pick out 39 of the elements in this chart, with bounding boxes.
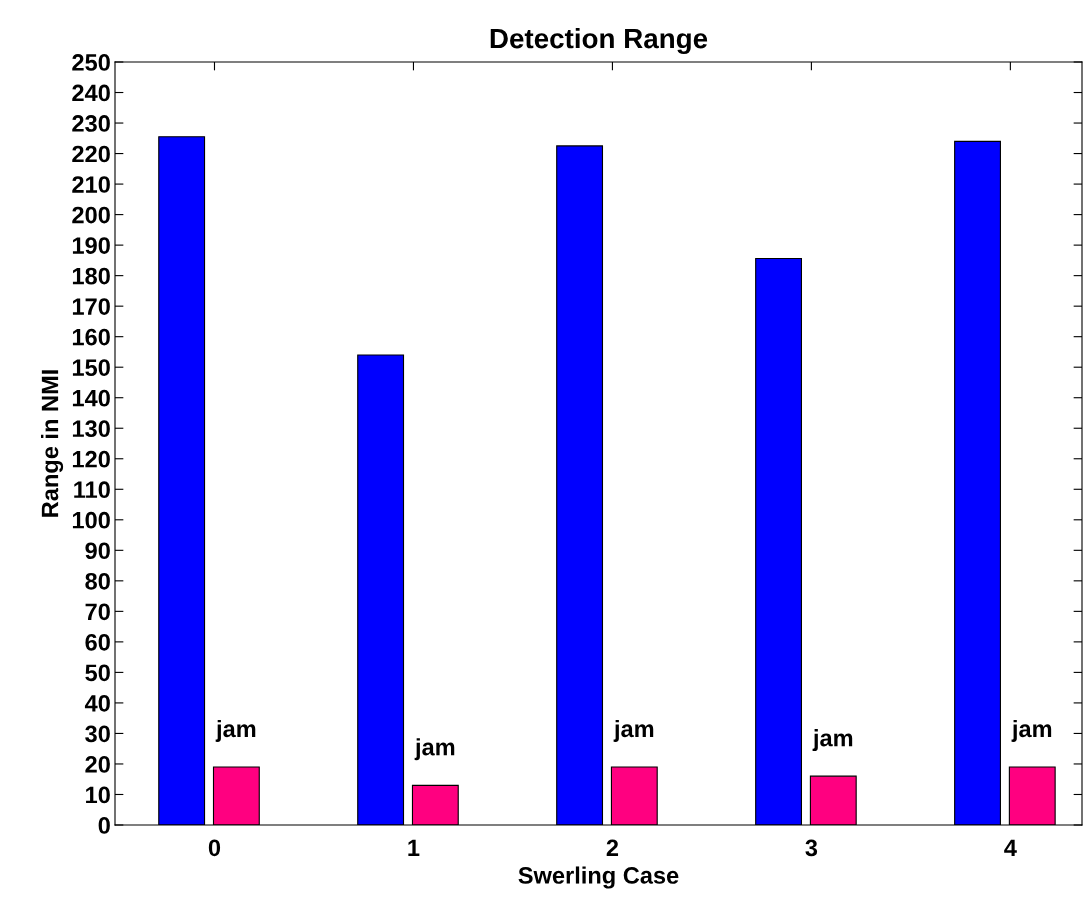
y-tick-label: 170 xyxy=(72,298,110,315)
y-axis-title: Range in NMI xyxy=(41,370,64,517)
y-tick-label: 60 xyxy=(85,633,110,651)
annotation: jam xyxy=(613,719,654,742)
y-tick-label: 10 xyxy=(86,786,110,804)
y-tick-label: 180 xyxy=(72,267,110,285)
annotation: jam xyxy=(414,738,455,761)
x-tick-label: 2 xyxy=(606,839,619,856)
y-tick-label: 120 xyxy=(72,450,110,468)
y-tick-label: 40 xyxy=(84,694,110,712)
annotation: jam xyxy=(215,719,256,742)
y-tick-label: 30 xyxy=(85,725,110,743)
annotation: jam xyxy=(812,729,853,752)
x-tick-label: 0 xyxy=(208,839,221,857)
y-tick-label: 200 xyxy=(72,206,110,224)
chart-title: Detection Range xyxy=(490,27,708,54)
y-tick-label: 0 xyxy=(98,817,110,834)
y-tick-label: 50 xyxy=(85,664,110,682)
y-tick-label: 150 xyxy=(72,359,110,376)
x-axis-title: Swerling Case xyxy=(518,866,679,889)
annotation: jam xyxy=(1011,719,1052,742)
y-tick-label: 140 xyxy=(72,389,110,407)
y-tick-label: 220 xyxy=(72,145,110,163)
x-tick-label: 1 xyxy=(408,839,420,856)
x-tick-label: 4 xyxy=(1004,839,1017,856)
y-tick-label: 20 xyxy=(85,756,110,773)
y-tick-label: 130 xyxy=(72,420,110,438)
y-tick-label: 210 xyxy=(72,176,110,193)
y-tick-label: 70 xyxy=(85,603,110,621)
y-tick-label: 240 xyxy=(72,84,110,102)
x-tick-label: 3 xyxy=(805,839,818,857)
y-tick-label: 80 xyxy=(85,572,110,590)
y-tick-label: 90 xyxy=(85,542,110,560)
y-tick-label: 100 xyxy=(72,511,110,529)
y-tick-label: 190 xyxy=(72,237,110,254)
y-tick-label: 160 xyxy=(72,328,110,346)
y-tick-label: 250 xyxy=(72,54,110,71)
y-tick-label: 110 xyxy=(74,481,110,499)
y-tick-label: 230 xyxy=(72,115,110,132)
